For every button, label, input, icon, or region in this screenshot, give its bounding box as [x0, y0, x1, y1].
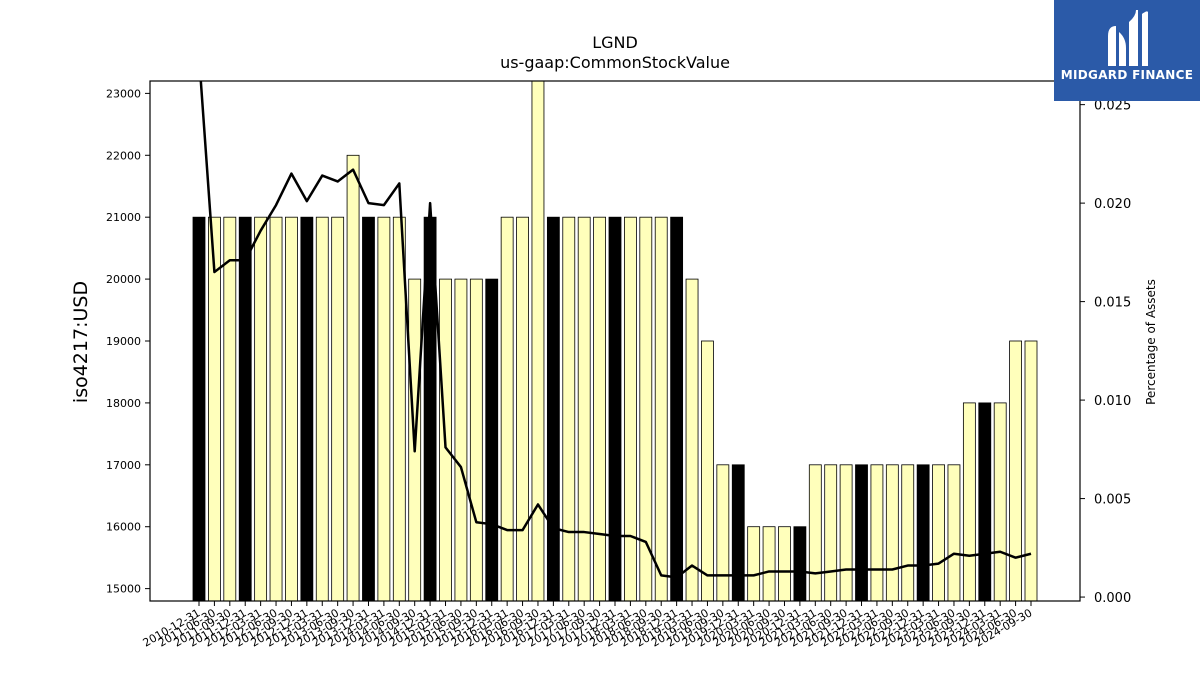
- bar: [978, 402, 992, 601]
- bar: [932, 464, 945, 601]
- bar: [947, 464, 961, 601]
- bar: [315, 216, 329, 601]
- logo-text: MIDGARD FINANCE: [1060, 68, 1194, 82]
- bar: [485, 278, 499, 601]
- bar: [392, 216, 406, 601]
- bar: [500, 216, 514, 601]
- bar: [331, 216, 345, 601]
- midgard-logo-icon: [1108, 10, 1148, 67]
- y-right-tick-label: 0.025: [1094, 99, 1131, 114]
- bar: [855, 464, 868, 601]
- y-right-tick-label: 0.015: [1094, 296, 1131, 311]
- bar: [192, 216, 206, 601]
- bar: [577, 216, 591, 601]
- bar: [870, 464, 884, 601]
- y-tick-label: 23000: [106, 87, 141, 100]
- bar: [1009, 340, 1022, 601]
- bar: [901, 464, 915, 601]
- bar: [716, 464, 730, 601]
- y-right-tick-label: 0.010: [1094, 394, 1131, 409]
- bar: [747, 526, 761, 601]
- bar: [654, 216, 668, 601]
- bar: [346, 154, 360, 601]
- bar: [793, 526, 807, 601]
- bar: [731, 464, 745, 601]
- brand-logo: MIDGARD FINANCE: [1054, 0, 1200, 101]
- bar: [608, 216, 622, 601]
- y-tick-label: 21000: [106, 211, 141, 224]
- y-tick-label: 17000: [106, 459, 141, 472]
- bar: [254, 216, 268, 601]
- bar: [546, 216, 560, 601]
- bar: [824, 464, 838, 601]
- bar: [362, 216, 375, 601]
- bar: [993, 402, 1007, 601]
- bar: [269, 216, 283, 601]
- y-tick-label: 20000: [106, 273, 141, 286]
- bar: [454, 278, 468, 601]
- bar: [962, 402, 976, 601]
- chart-title: LGND: [592, 33, 638, 52]
- y-axis-label: iso4217:USD: [70, 281, 92, 403]
- bar: [1024, 340, 1038, 601]
- bar: [778, 526, 791, 601]
- y-tick-label: 19000: [106, 335, 141, 348]
- y-right-tick-label: 0.000: [1094, 591, 1131, 606]
- y-tick-label: 18000: [106, 397, 141, 410]
- bar: [531, 81, 545, 601]
- bar: [516, 216, 529, 601]
- bar: [701, 340, 714, 601]
- bar: [469, 278, 483, 601]
- bar: [885, 464, 899, 601]
- y-tick-label: 22000: [106, 149, 141, 162]
- line-group: [199, 81, 1032, 579]
- chart-subtitle: us-gaap:CommonStockValue: [500, 53, 730, 72]
- bar: [377, 216, 391, 601]
- bar: [223, 216, 237, 601]
- bar: [285, 216, 298, 601]
- y-right-tick-label: 0.020: [1094, 197, 1131, 212]
- bar: [670, 216, 684, 601]
- bar: [839, 464, 853, 601]
- bar: [562, 216, 576, 601]
- bar: [624, 216, 637, 601]
- bar: [762, 526, 776, 601]
- bar: [208, 216, 221, 601]
- axes-group: 15000 16000 17000 18000 19000 20000 21000 22000…: [106, 80, 1131, 650]
- y-axis-right-label: Percentage of Assets: [1144, 279, 1158, 405]
- bar: [300, 216, 314, 601]
- y-tick-label: 16000: [106, 521, 141, 534]
- y-right-tick-label: 0.005: [1094, 493, 1131, 508]
- bar: [593, 216, 606, 601]
- bar: [238, 216, 252, 601]
- bar: [808, 464, 822, 601]
- y-tick-label: 15000: [106, 583, 141, 596]
- percentage-line: [199, 81, 1032, 579]
- bars-group: [192, 81, 1038, 601]
- bar: [639, 216, 653, 601]
- bar: [685, 278, 699, 601]
- bar: [916, 464, 930, 601]
